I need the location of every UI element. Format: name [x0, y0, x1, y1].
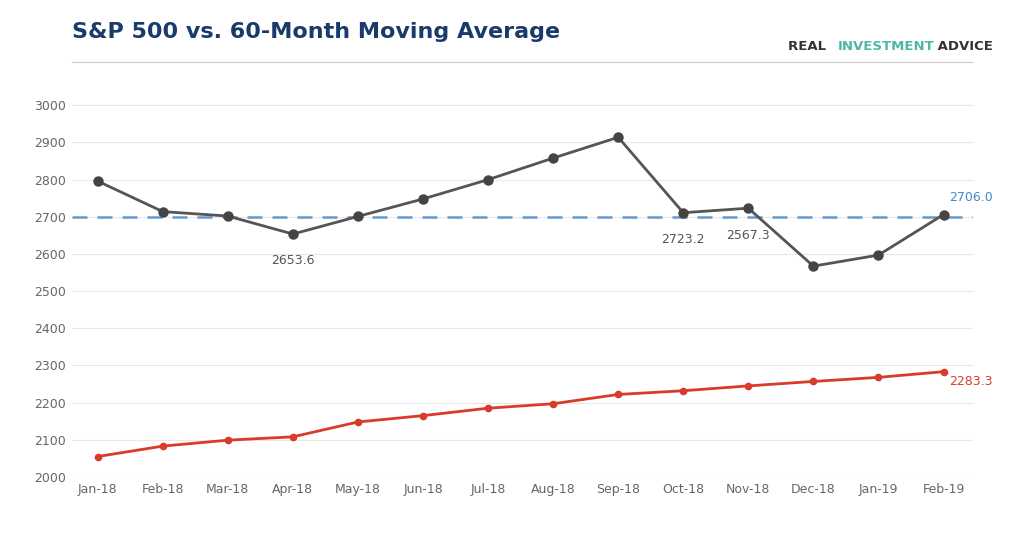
Text: INVESTMENT: INVESTMENT — [838, 40, 934, 53]
Text: REAL: REAL — [788, 40, 831, 53]
Text: 2723.2: 2723.2 — [662, 233, 705, 246]
Text: ADVICE: ADVICE — [933, 40, 992, 53]
Text: S&P 500 vs. 60-Month Moving Average: S&P 500 vs. 60-Month Moving Average — [72, 22, 560, 42]
Text: 2653.6: 2653.6 — [271, 255, 314, 268]
Text: 2706.0: 2706.0 — [948, 191, 992, 204]
Text: 2283.3: 2283.3 — [948, 375, 992, 388]
Text: 2567.3: 2567.3 — [726, 229, 770, 242]
